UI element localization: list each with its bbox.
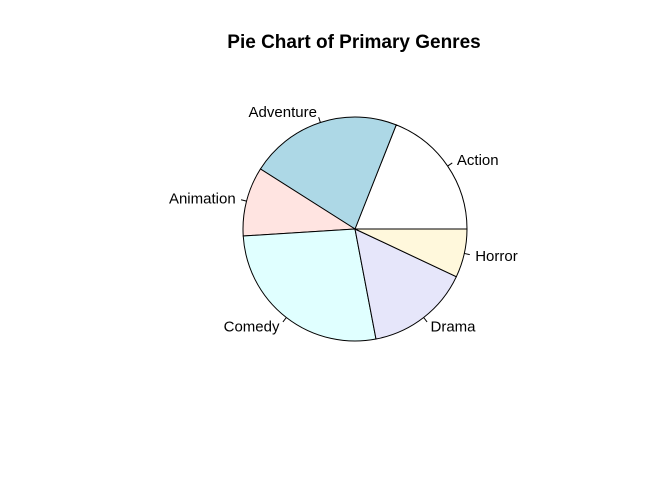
pie-labels: Action Adventure Animation Comedy Drama Horro… (169, 104, 518, 336)
pie-label-horror: Horror (475, 248, 518, 265)
pie-label-animation: Animation (169, 190, 236, 207)
pie-slice-comedy (242, 228, 377, 342)
pie-leader-drama (423, 317, 428, 323)
pie-leader-lines (240, 117, 470, 323)
chart-title: Pie Chart of Primary Genres (227, 32, 480, 53)
pie-slice-adventure (259, 116, 397, 230)
pie-label-comedy: Comedy (224, 318, 280, 335)
pie-label-action: Action (457, 152, 499, 169)
pie-leader-horror (464, 252, 470, 256)
pie-leader-action (447, 162, 453, 167)
pie-leader-adventure (318, 117, 321, 123)
pie-leader-comedy (282, 317, 287, 323)
pie-label-drama: Drama (431, 318, 477, 335)
pie-slice-drama (354, 228, 458, 340)
pie-label-adventure: Adventure (249, 104, 317, 121)
pie-slices (242, 116, 468, 342)
pie-leader-animation (240, 199, 247, 202)
